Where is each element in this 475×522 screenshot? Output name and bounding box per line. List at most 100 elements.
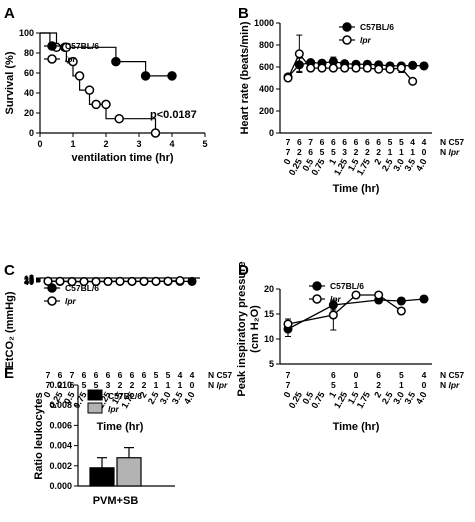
panel-b-series-1-point — [306, 63, 316, 73]
panel-b-y-tick-label: 200 — [259, 106, 274, 116]
panel-c-n-value: 5 — [94, 380, 99, 390]
panel-a-x-tick-label: 0 — [37, 139, 42, 149]
panel-e-y-tick-label: 0.004 — [49, 441, 72, 451]
panel-b-n-value: 6 — [342, 137, 347, 147]
panel-c-n-value: 6 — [94, 370, 99, 380]
panel-a-x-tick-label: 1 — [70, 139, 75, 149]
panel-d-legend-marker — [312, 294, 322, 304]
panel-c-n-value: 2 — [118, 380, 123, 390]
panel-d-n-value: 6 — [331, 370, 336, 380]
panel-d-y-tick-label: 10 — [264, 334, 274, 344]
panel-c-n-value: 6 — [142, 370, 147, 380]
panel-b-x-tick-label: 1 — [327, 157, 338, 166]
panel-c-legend-marker — [47, 283, 57, 293]
panel-c-y-tick-label: 10 — [24, 274, 34, 284]
panel-a-x-tick-label: 3 — [136, 139, 141, 149]
panel-d-n-value: 7 — [286, 370, 291, 380]
panel-c-y-title: EtCO₂ (mmHg) — [4, 291, 16, 368]
panel-c-x-tick-label: 0 — [42, 390, 53, 399]
panel-c-n-value: 5 — [154, 370, 159, 380]
panel-c-n-value: 5 — [82, 380, 87, 390]
panel-b-legend-label: lpr — [360, 35, 372, 45]
panel-b-legend-label: C57BL/6 — [360, 22, 394, 32]
panel-a-x-tick-label: 4 — [169, 139, 174, 149]
panel-a-series-1-point — [114, 113, 124, 124]
panel-b-y-tick-label: 600 — [259, 62, 274, 72]
panel-e-y-tick-label: 0.000 — [49, 481, 72, 491]
panel-e-legend-swatch — [87, 402, 103, 414]
panel-c-x-title: Time (hr) — [97, 421, 144, 433]
panel-b-series-1-point — [374, 64, 384, 74]
panel-e-x-category: PVM+SB — [93, 495, 139, 507]
panel-b-series-1-point — [351, 63, 361, 73]
panel-a-series-1-point — [101, 99, 111, 110]
panel-a-series-1-point — [61, 42, 72, 53]
panel-c-y-tick-label: 15 — [24, 275, 34, 285]
panel-e-legend-label: lpr — [108, 404, 120, 414]
panel-a-p-value: p<0.0187 — [150, 109, 197, 121]
panel-letter-b: B — [238, 5, 249, 22]
panel-c-legend-label: C57BL/6 — [65, 283, 99, 293]
panel-c-series-1-point — [127, 276, 137, 286]
panel-d-y-title-units: (cm H₂O) — [249, 305, 261, 353]
panel-b-n-value: 6 — [365, 137, 370, 147]
panel-b-n-label: N lpr — [440, 147, 460, 157]
panel-d-x-tick-label: 2 — [372, 390, 383, 399]
panel-d-series-1-point — [396, 306, 406, 316]
panel-c-x-tick-label: 0.75 — [71, 390, 88, 410]
panel-c-series-1-point — [139, 276, 149, 286]
panel-a-series-1-point — [84, 85, 95, 95]
panel-a-series-0-step-line — [40, 32, 172, 77]
panel-c-series-1-point — [79, 277, 89, 287]
panel-d-legend-label: lpr — [330, 294, 342, 304]
panel-c-y-tick-label: 40 — [24, 277, 34, 287]
panel-b-n-value: 2 — [297, 147, 302, 157]
panel-b-n-value: 5 — [388, 137, 393, 147]
panel-d-y-title: Peak inspiratory pressure — [236, 261, 248, 396]
panel-c-n-value: 2 — [58, 380, 63, 390]
panel-c-n-value: 7 — [70, 370, 75, 380]
panel-c-y-tick-label: 30 — [24, 276, 34, 286]
panel-c-series-1-point — [151, 276, 161, 286]
panel-c-n-value: 0 — [190, 380, 195, 390]
panel-a-legend-label: C57BL/6 — [65, 41, 99, 51]
panel-d-n-value: 1 — [399, 380, 404, 390]
panel-b-series-0-point — [419, 61, 429, 71]
panel-c-series-1-point — [103, 276, 113, 287]
panel-c-n-value: 4 — [178, 370, 183, 380]
panel-b-y-tick-label: 1000 — [254, 18, 274, 28]
panel-e-y-tick-label: 0.006 — [49, 420, 72, 430]
panel-c-n-value: 5 — [166, 370, 171, 380]
panel-a-legend-marker — [47, 41, 57, 51]
panel-b-series-1-point — [283, 73, 293, 83]
panel-c-y-tick-label: 25 — [24, 276, 34, 286]
panel-b-n-value: 2 — [354, 147, 359, 157]
panel-d-legend-marker — [312, 281, 322, 291]
panel-e-legend-label: C57BL/6 — [108, 391, 142, 401]
panel-b-n-value: 1 — [388, 147, 393, 157]
panel-d-series-0-point — [396, 296, 406, 306]
panel-c-n-value: 6 — [106, 370, 111, 380]
panel-c-n-value: 1 — [178, 380, 183, 390]
panel-b-y-tick-label: 400 — [259, 84, 274, 94]
panel-d-series-1-point — [328, 310, 338, 320]
panel-c-n-value: 6 — [58, 370, 63, 380]
panel-e-legend-swatch — [87, 389, 103, 401]
panel-b-x-title: Time (hr) — [333, 183, 380, 195]
panel-letter-a: A — [4, 5, 15, 22]
panel-d-x-tick-label: 1 — [327, 390, 338, 399]
panel-b-n-value: 6 — [297, 137, 302, 147]
panel-d-series-1-point — [283, 319, 293, 329]
panel-a-y-title: Survival (%) — [4, 51, 16, 114]
panel-letter-c: C — [4, 262, 15, 279]
panel-c-n-value: 2 — [130, 380, 135, 390]
panel-b-n-value: 2 — [376, 147, 381, 157]
panel-c-y-tick-label: 35 — [24, 277, 34, 287]
panel-b-series-0-point — [408, 60, 418, 70]
panel-a-y-tick-label: 20 — [24, 108, 34, 118]
panel-e-y-tick-label: 0.010 — [49, 380, 72, 390]
panel-c-series-1-point — [91, 276, 101, 287]
panel-c-n-value: 2 — [142, 380, 147, 390]
panel-d-n-value: 5 — [399, 370, 404, 380]
